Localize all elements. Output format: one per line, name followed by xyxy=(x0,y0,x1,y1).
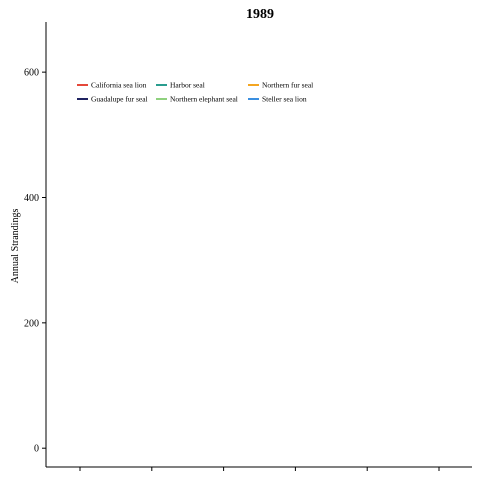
y-axis-label: Annual Strandings xyxy=(10,209,21,284)
y-ticks: 0 200 400 600 xyxy=(24,68,46,455)
legend: California sea lion Harbor seal Northern f… xyxy=(77,81,313,104)
legend-label: Northern fur seal xyxy=(262,81,313,90)
legend-label: California sea lion xyxy=(91,81,147,90)
chart-title: 1989 xyxy=(246,7,274,22)
y-tick-label: 600 xyxy=(24,68,39,79)
x-ticks xyxy=(79,467,440,471)
y-tick-label: 200 xyxy=(24,318,39,329)
y-tick-label: 400 xyxy=(24,193,39,204)
legend-label: Northern elephant seal xyxy=(170,95,238,104)
legend-label: Guadalupe fur seal xyxy=(91,95,148,104)
legend-label: Steller sea lion xyxy=(262,95,307,104)
legend-label: Harbor seal xyxy=(170,81,205,90)
y-tick-label: 0 xyxy=(34,444,39,455)
